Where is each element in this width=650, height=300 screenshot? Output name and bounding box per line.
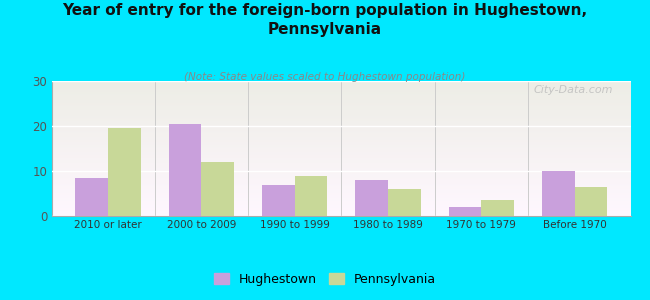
Bar — [202, 162, 234, 216]
Bar — [388, 189, 421, 216]
Text: Year of entry for the foreign-born population in Hughestown,
Pennsylvania: Year of entry for the foreign-born popul… — [62, 3, 588, 37]
Bar — [356, 180, 388, 216]
Bar — [75, 178, 108, 216]
Text: City-Data.com: City-Data.com — [534, 85, 613, 95]
Bar — [575, 187, 607, 216]
Bar — [262, 184, 294, 216]
Bar — [168, 124, 202, 216]
Text: (Note: State values scaled to Hughestown population): (Note: State values scaled to Hughestown… — [185, 72, 465, 82]
Bar — [481, 200, 514, 216]
Bar — [448, 207, 481, 216]
Legend: Hughestown, Pennsylvania: Hughestown, Pennsylvania — [209, 268, 441, 291]
Bar — [108, 128, 140, 216]
Bar — [294, 176, 327, 216]
Bar — [542, 171, 575, 216]
